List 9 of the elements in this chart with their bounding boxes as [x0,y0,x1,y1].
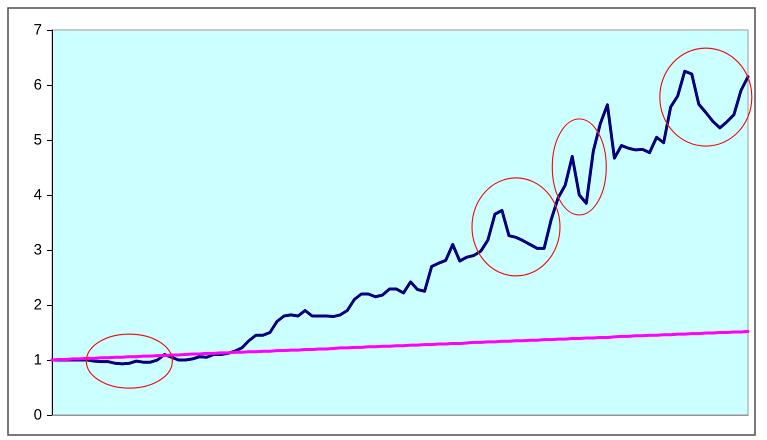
y-tick-label: 6 [34,76,42,94]
line-series [50,330,750,362]
y-tick-label: 4 [34,186,42,204]
y-tick-label: 2 [34,296,42,314]
y-tick-label: 7 [34,22,42,38]
y-tick-label: 1 [34,352,42,368]
y-tick-label: 0 [34,406,42,424]
y-tick-label: 3 [34,242,42,258]
y-tick-label: 5 [34,132,42,148]
